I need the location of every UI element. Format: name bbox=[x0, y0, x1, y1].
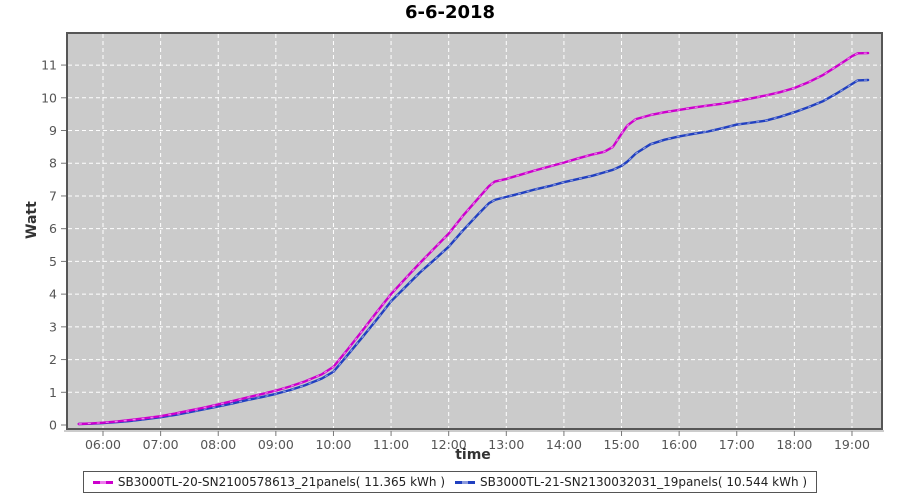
y-tick-label: 1 bbox=[49, 385, 57, 400]
x-tick-label: 14:00 bbox=[546, 437, 582, 452]
legend-label-series2: SB3000TL-21-SN2130032031_19panels( 10.54… bbox=[480, 475, 808, 489]
legend-label-series1: SB3000TL-20-SN2100578613_21panels( 11.36… bbox=[117, 475, 445, 489]
legend: SB3000TL-20-SN2100578613_21panels( 11.36… bbox=[0, 471, 900, 493]
x-tick-label: 06:00 bbox=[85, 437, 121, 452]
x-tick-label: 09:00 bbox=[258, 437, 294, 452]
legend-box: SB3000TL-20-SN2100578613_21panels( 11.36… bbox=[82, 471, 818, 493]
x-tick-label: 08:00 bbox=[200, 437, 236, 452]
y-tick-label: 9 bbox=[49, 123, 57, 138]
y-tick-label: 4 bbox=[49, 287, 57, 302]
legend-entry-series2: SB3000TL-21-SN2130032031_19panels( 10.54… bbox=[455, 475, 807, 489]
y-axis-title: Watt bbox=[24, 201, 40, 239]
x-tick-label: 13:00 bbox=[488, 437, 524, 452]
plot-border bbox=[66, 32, 883, 430]
legend-entry-series1: SB3000TL-20-SN2100578613_21panels( 11.36… bbox=[92, 475, 445, 489]
x-tick-label: 18:00 bbox=[776, 437, 812, 452]
x-axis-title: time bbox=[455, 447, 491, 463]
y-tick-label: 0 bbox=[49, 418, 57, 433]
x-tick-label: 11:00 bbox=[373, 437, 409, 452]
x-tick-label: 15:00 bbox=[604, 437, 640, 452]
x-tick-label: 17:00 bbox=[719, 437, 755, 452]
x-tick-label: 16:00 bbox=[661, 437, 697, 452]
x-tick-label: 19:00 bbox=[834, 437, 870, 452]
x-tick-label: 10:00 bbox=[315, 437, 351, 452]
y-tick-label: 7 bbox=[49, 188, 57, 203]
y-tick-label: 8 bbox=[49, 156, 57, 171]
x-tick-label: 07:00 bbox=[143, 437, 179, 452]
y-tick-label: 2 bbox=[49, 352, 57, 367]
series2-line-swatch-icon bbox=[455, 480, 475, 484]
plot-area bbox=[67, 33, 882, 429]
chart-title: 6-6-2018 bbox=[404, 2, 496, 23]
y-tick-label: 6 bbox=[49, 221, 57, 236]
series-marker-dashes bbox=[78, 52, 869, 425]
y-tick-label: 5 bbox=[49, 254, 57, 269]
y-tick-label: 3 bbox=[49, 319, 57, 334]
x-tick-label: 12:00 bbox=[431, 437, 467, 452]
series1-line-swatch-icon bbox=[92, 480, 113, 484]
y-tick-label: 11 bbox=[41, 58, 57, 73]
y-tick-label: 10 bbox=[41, 90, 57, 105]
series-marker-dashes bbox=[78, 79, 869, 425]
plot-canvas: 06:00 07:00 08:00 09:00 10:00 11:00 12:00 13:00… bbox=[41, 32, 884, 452]
